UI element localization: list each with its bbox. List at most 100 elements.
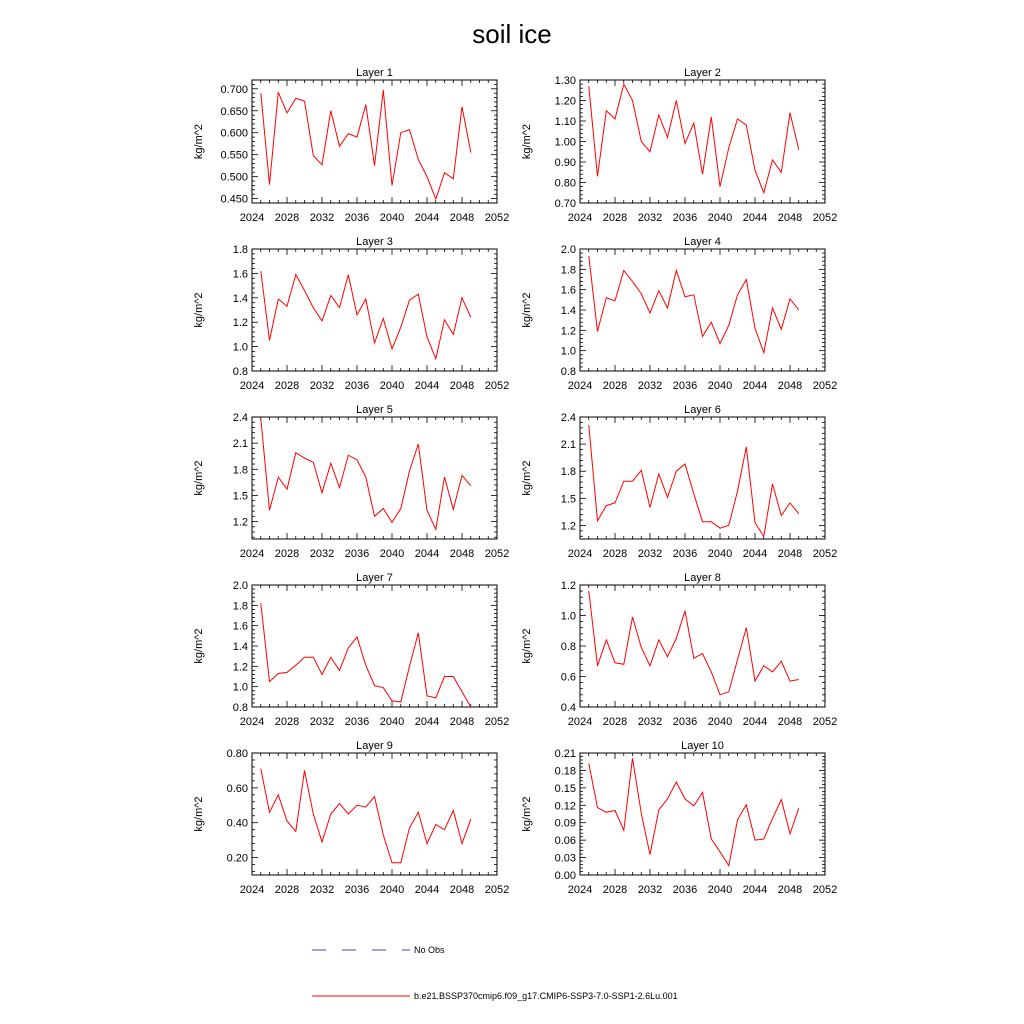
y-tick-label: 2.0: [233, 580, 248, 592]
y-tick-label: 0.6: [561, 672, 576, 684]
x-tick-label: 2044: [743, 212, 767, 224]
x-tick-label: 2040: [708, 212, 732, 224]
x-tick-label: 2044: [415, 716, 439, 728]
y-tick-label: 1.8: [561, 466, 576, 478]
panel-layer-8: Layer 8 kg/m^2 2024 2028 2032 2036 2040 2044 204…: [521, 572, 837, 728]
plot-frame: [579, 584, 826, 708]
panel-title: Layer 6: [684, 404, 721, 416]
plot-frame: [579, 79, 826, 204]
x-tick-label: 2048: [450, 380, 474, 392]
y-axis-label: kg/m^2: [521, 796, 533, 831]
x-tick-label: 2024: [568, 548, 592, 560]
x-tick-label: 2052: [813, 380, 837, 392]
y-tick-label: 1.30: [555, 75, 576, 87]
y-tick-label: 0.18: [555, 765, 576, 777]
panel-title: Layer 3: [356, 236, 393, 248]
y-tick-label: 0.4: [561, 702, 576, 714]
x-tick-label: 2040: [380, 716, 404, 728]
y-axis-label: kg/m^2: [193, 628, 205, 663]
series-line: [588, 758, 800, 868]
x-tick-label: 2036: [345, 884, 369, 896]
x-tick-label: 2032: [310, 212, 334, 224]
y-tick-label: 2.0: [561, 244, 576, 256]
x-tick-label: 2024: [240, 212, 264, 224]
y-tick-label: 1.8: [561, 264, 576, 276]
y-tick-label: 0.700: [220, 84, 248, 96]
page-title: soil ice: [472, 19, 551, 49]
x-tick-label: 2032: [310, 884, 334, 896]
x-tick-label: 2044: [743, 716, 767, 728]
x-tick-label: 2032: [638, 884, 662, 896]
series-legend-label: b.e21.BSSP370cmip6.f09_g17.CMIP6-SSP3-7.…: [414, 991, 678, 1001]
x-tick-label: 2028: [603, 884, 627, 896]
x-tick-label: 2048: [778, 548, 802, 560]
x-tick-label: 2036: [673, 548, 697, 560]
y-tick-label: 0.60: [227, 783, 248, 795]
y-tick-label: 1.8: [233, 600, 248, 612]
panel-title: Layer 10: [681, 740, 724, 752]
x-tick-label: 2032: [310, 380, 334, 392]
y-tick-label: 1.4: [561, 305, 576, 317]
x-tick-label: 2048: [450, 884, 474, 896]
x-tick-label: 2048: [450, 212, 474, 224]
y-tick-label: 1.2: [233, 317, 248, 329]
panel-layer-3: Layer 3 kg/m^2 2024 2028 2032 2036 2040 2044 204…: [193, 236, 509, 392]
x-tick-label: 2024: [240, 716, 264, 728]
y-axis-label: kg/m^2: [521, 124, 533, 159]
y-tick-label: 0.80: [555, 178, 576, 190]
y-tick-label: 1.00: [555, 137, 576, 149]
y-tick-label: 1.5: [561, 493, 576, 505]
x-tick-label: 2052: [813, 716, 837, 728]
x-tick-label: 2036: [345, 548, 369, 560]
y-tick-label: 0.00: [555, 870, 576, 882]
y-tick-label: 0.40: [227, 818, 248, 830]
y-tick-label: 0.06: [555, 835, 576, 847]
series-line: [260, 768, 472, 864]
plot-frame: [251, 248, 498, 372]
panel-grid: Layer 1 kg/m^2 2024 2028 2032 2036 2040 2044 204…: [193, 67, 837, 896]
panel-layer-10: Layer 10 kg/m^2 2024 2028 2032 2036 2040 2044 20…: [521, 740, 837, 896]
x-tick-label: 2024: [240, 884, 264, 896]
x-tick-label: 2036: [673, 380, 697, 392]
x-tick-label: 2048: [778, 884, 802, 896]
x-tick-label: 2028: [603, 716, 627, 728]
panel-title: Layer 2: [684, 67, 721, 79]
x-tick-label: 2044: [743, 548, 767, 560]
panel-title: Layer 9: [356, 740, 393, 752]
y-axis-label: kg/m^2: [193, 292, 205, 327]
x-tick-label: 2036: [345, 212, 369, 224]
y-tick-label: 0.15: [555, 783, 576, 795]
x-tick-label: 2052: [485, 380, 509, 392]
y-tick-label: 1.5: [233, 490, 248, 502]
y-tick-label: 0.70: [555, 198, 576, 210]
x-tick-label: 2032: [310, 716, 334, 728]
y-tick-label: 0.03: [555, 853, 576, 865]
x-tick-label: 2052: [813, 548, 837, 560]
x-tick-label: 2052: [485, 212, 509, 224]
x-tick-label: 2024: [240, 548, 264, 560]
y-tick-label: 1.2: [233, 661, 248, 673]
panel-title: Layer 4: [684, 236, 721, 248]
series-line: [588, 82, 800, 195]
plot-frame: [251, 416, 498, 540]
y-tick-label: 2.1: [561, 439, 576, 451]
x-tick-label: 2044: [415, 884, 439, 896]
x-tick-label: 2032: [310, 548, 334, 560]
x-tick-label: 2032: [638, 380, 662, 392]
x-tick-label: 2040: [380, 212, 404, 224]
y-tick-label: 1.10: [555, 116, 576, 128]
y-tick-label: 0.20: [227, 853, 248, 865]
x-tick-label: 2040: [708, 548, 732, 560]
y-tick-label: 1.0: [561, 611, 576, 623]
x-tick-label: 2048: [450, 716, 474, 728]
y-axis-label: kg/m^2: [521, 292, 533, 327]
panel-layer-2: Layer 2 kg/m^2 2024 2028 2032 2036 2040 2044 204…: [521, 67, 837, 224]
x-tick-label: 2040: [380, 884, 404, 896]
y-axis-label: kg/m^2: [193, 460, 205, 495]
series-line: [260, 418, 472, 532]
series-line: [588, 256, 800, 355]
y-tick-label: 0.500: [220, 172, 248, 184]
x-tick-label: 2028: [275, 548, 299, 560]
x-tick-label: 2028: [275, 716, 299, 728]
y-axis-label: kg/m^2: [521, 460, 533, 495]
